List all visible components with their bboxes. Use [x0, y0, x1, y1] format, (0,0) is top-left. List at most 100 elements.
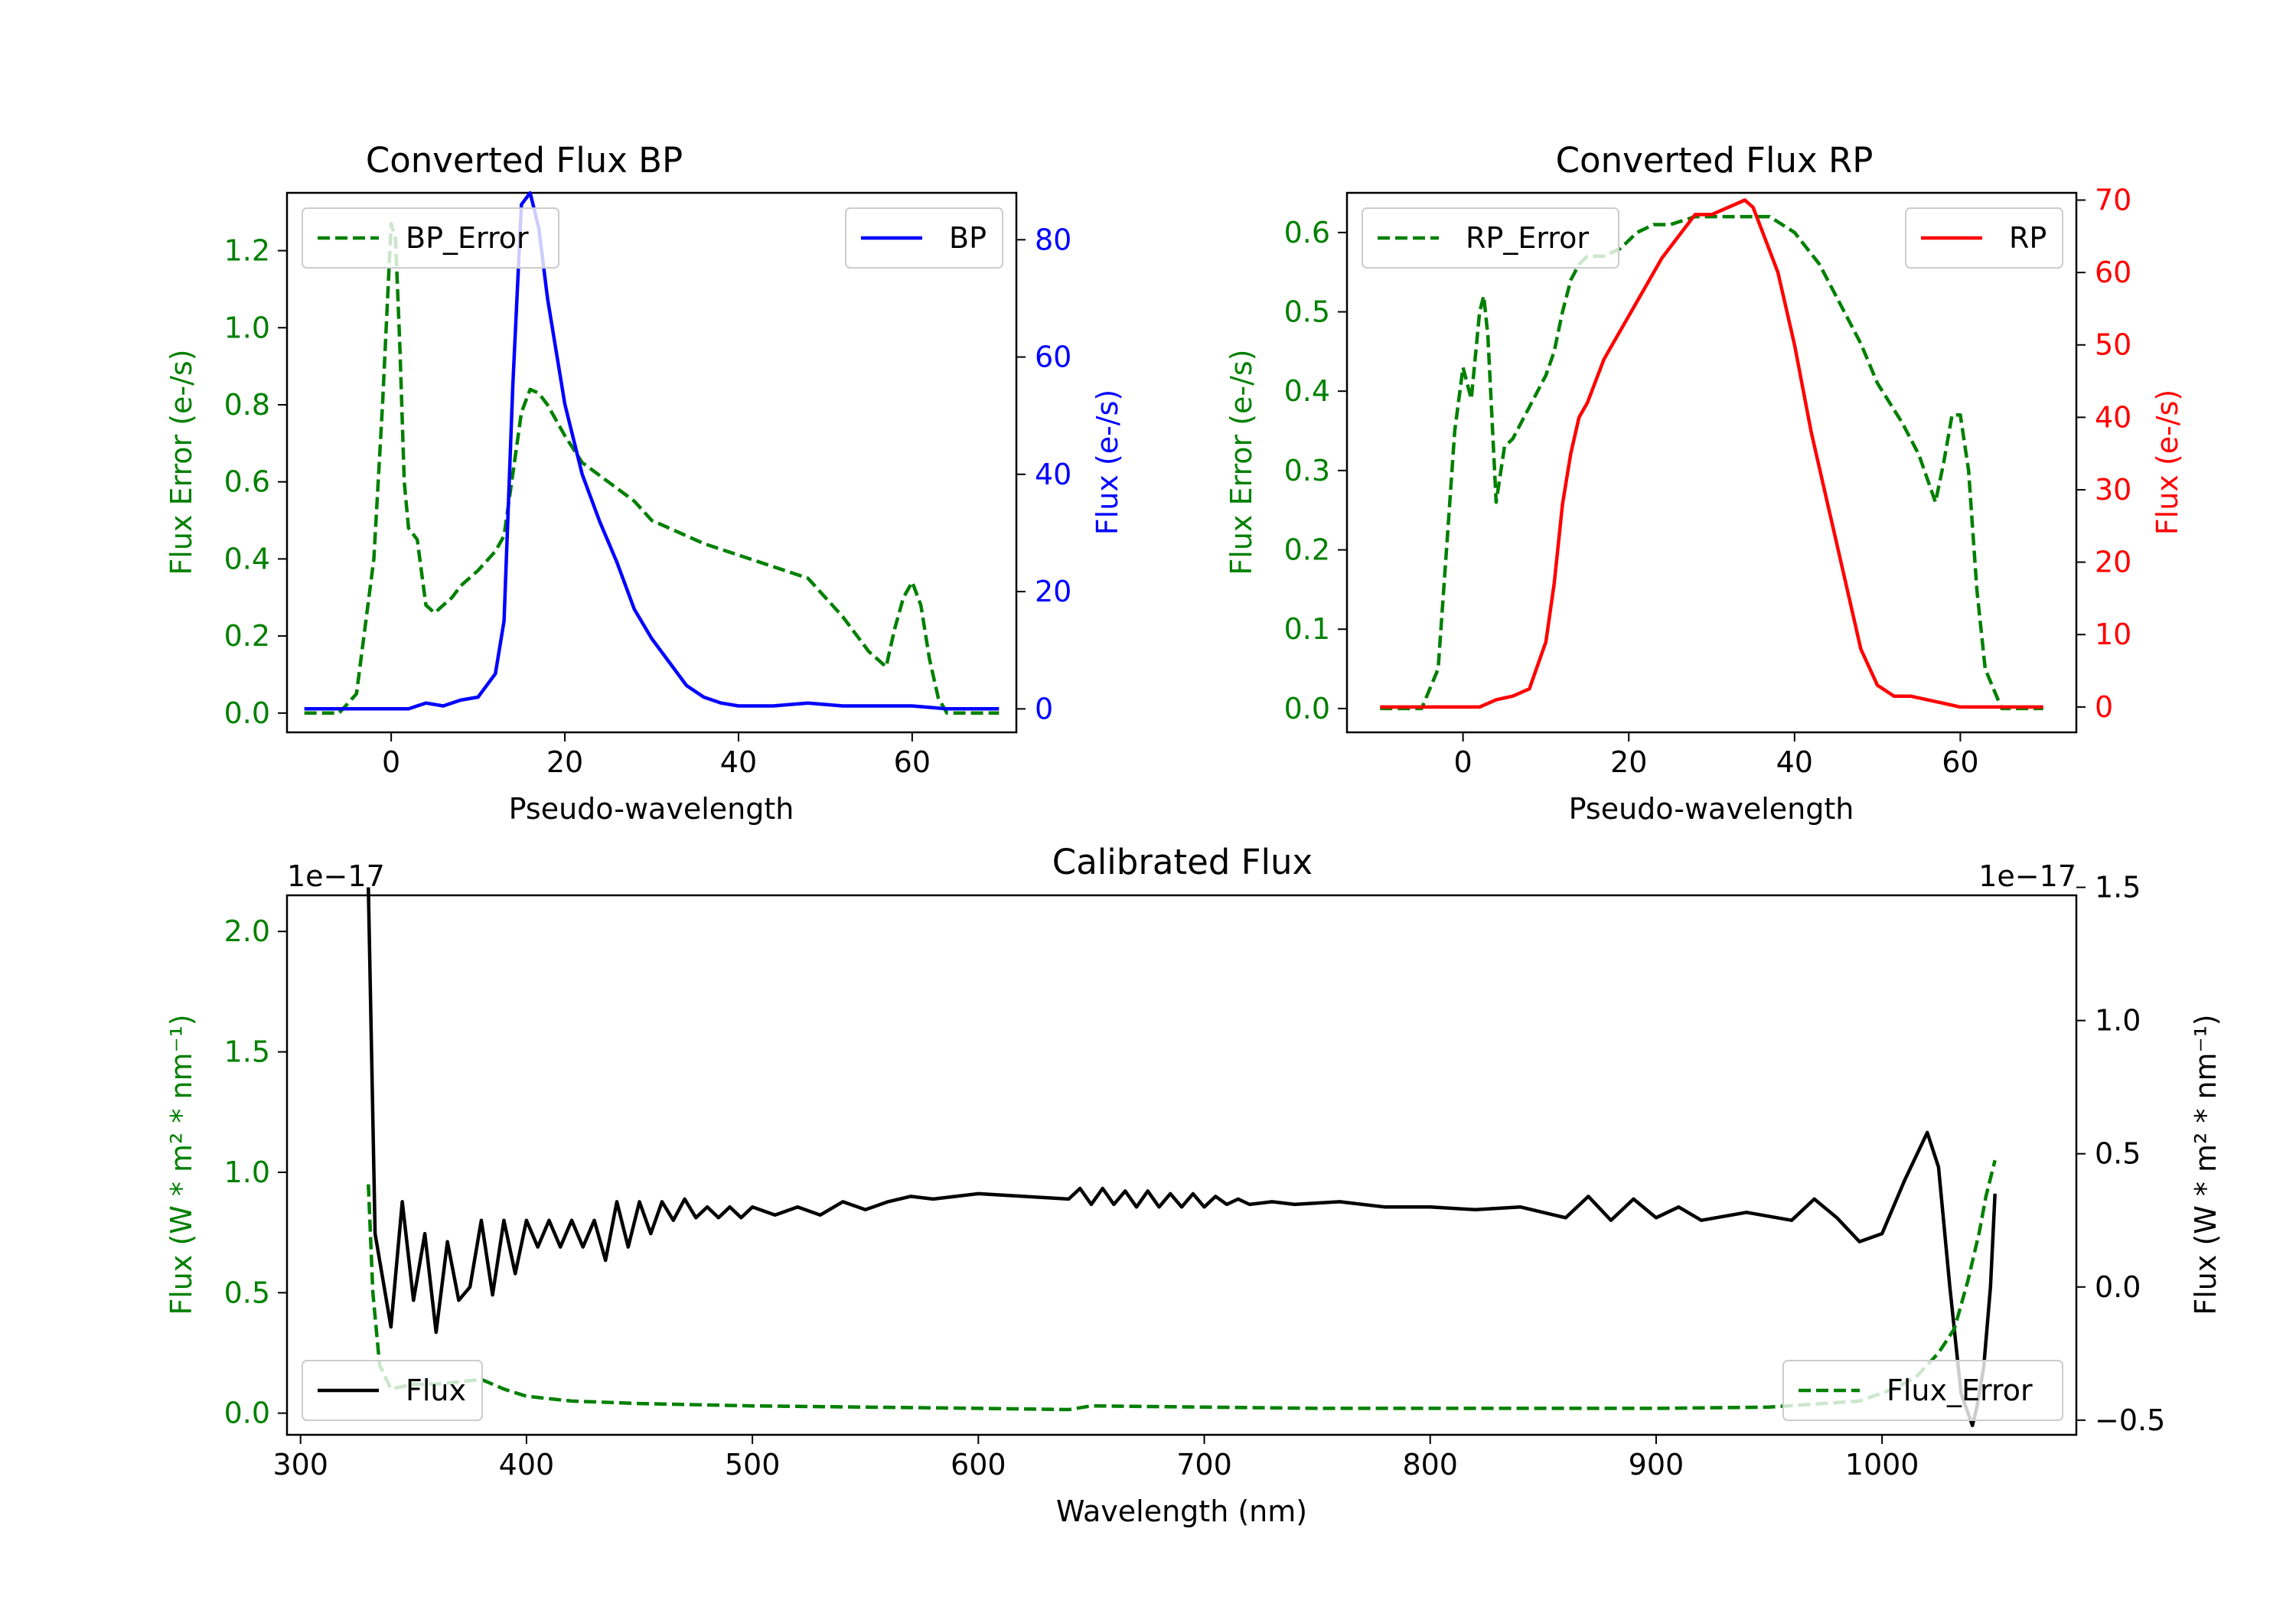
bp-left-tick-label-0: 0.0: [224, 696, 270, 730]
calibrated-plot-frame: [285, 894, 2078, 1436]
calibrated-right-tick-label-4: 1.5: [2095, 871, 2141, 905]
rp-right-tick-label-7: 70: [2095, 183, 2131, 217]
bp-legend-label: BP: [949, 221, 987, 255]
rp-series-rp-error-line: [1380, 214, 2043, 711]
bp-x-ticks: 0 20 40 60: [382, 732, 931, 779]
rp-x-label: Pseudo-wavelength: [1569, 792, 1854, 826]
calibrated-series-flux-line: [367, 887, 1997, 1428]
bp-right-tick-label-1: 20: [1035, 575, 1071, 608]
rp-left-tick-label-5: 0.5: [1284, 295, 1330, 329]
rp-series: [1380, 198, 2043, 711]
calibrated-series: [367, 887, 1997, 1428]
calibrated-x-label: Wavelength (nm): [1056, 1495, 1307, 1528]
bp-x-tick-label-1: 20: [546, 745, 583, 779]
rp-title: Converted Flux RP: [1556, 140, 1874, 181]
bp-title: Converted Flux BP: [366, 140, 683, 181]
rp-x-tick-label-2: 40: [1776, 745, 1813, 779]
rp-left-tick-label-6: 0.6: [1284, 216, 1330, 249]
rp-left-tick-label-3: 0.3: [1284, 454, 1330, 487]
rp-x-tick-label-3: 60: [1942, 745, 1978, 779]
rp-right-tick-label-0: 0: [2095, 690, 2113, 724]
bp-right-tick-label-3: 60: [1035, 341, 1071, 374]
calibrated-x-tick-label-7: 1000: [1845, 1448, 1919, 1482]
rp-x-tick-label-0: 0: [1454, 745, 1473, 779]
rp-left-tick-label-1: 0.1: [1284, 612, 1330, 646]
rp-right-tick-label-1: 10: [2095, 618, 2131, 651]
bp-left-ticks: 0.0 0.2 0.4 0.6 0.8 1.0 1.2: [224, 234, 287, 730]
calibrated-x-tick-label-0: 300: [272, 1448, 328, 1482]
bp-plot-frame: [285, 191, 1018, 734]
calibrated-right-tick-label-1: 0.0: [2095, 1270, 2141, 1304]
bp-error-legend-label: BP_Error: [406, 221, 529, 255]
bp-left-tick-label-6: 1.2: [224, 234, 270, 268]
bp-error-legend: BP_Error: [302, 207, 559, 269]
rp-panel: Converted Flux RP 0 20 40 60 0.00.10.20.30.…: [1225, 140, 2184, 826]
bp-left-tick-label-1: 0.2: [224, 619, 270, 653]
rp-left-axis-label: Flux Error (e-/s): [1225, 349, 1258, 575]
calibrated-x-tick-label-6: 900: [1629, 1448, 1684, 1482]
bp-right-axis-label: Flux (e-/s): [1091, 390, 1124, 535]
flux-error-legend: Flux_Error: [1782, 1360, 2063, 1421]
bp-x-tick-label-0: 0: [382, 745, 400, 779]
calibrated-panel: Calibrated Flux 300 400 500 600 700 800 900 100…: [165, 842, 2223, 1528]
rp-right-ticks: 0 10 20 30 40 50 60 70: [2076, 183, 2131, 724]
rp-right-tick-label-4: 40: [2095, 400, 2131, 434]
rp-error-legend-label: RP_Error: [1466, 221, 1589, 255]
calibrated-right-axis-label: Flux (W * m² * nm⁻¹): [2189, 1014, 2223, 1315]
calibrated-x-tick-label-4: 700: [1176, 1448, 1232, 1482]
calibrated-title: Calibrated Flux: [1052, 842, 1313, 882]
calibrated-left-tick-label-4: 2.0: [224, 914, 270, 948]
bp-series-bp-error-line: [304, 222, 1000, 715]
bp-right-tick-label-2: 40: [1035, 458, 1071, 491]
flux-legend: Flux: [302, 1360, 483, 1421]
rp-legend: RP: [1905, 207, 2063, 269]
calibrated-right-tick-label-3: 1.0: [2095, 1004, 2141, 1038]
bp-x-tick-label-3: 60: [894, 745, 931, 779]
bp-right-ticks: 0 20 40 60 80: [1016, 223, 1071, 725]
bp-series-bp-line: [304, 191, 1000, 711]
rp-plot-frame: [1345, 191, 2078, 734]
rp-right-tick-label-6: 60: [2095, 256, 2131, 289]
calibrated-right-tick-label-2: 0.5: [2095, 1137, 2141, 1171]
rp-left-ticks: 0.0 0.1 0.2 0.3 0.4 0.5 0.6: [1284, 216, 1347, 725]
calibrated-left-axis-label: Flux (W * m² * nm⁻¹): [165, 1014, 198, 1315]
rp-right-axis-label: Flux (e-/s): [2151, 390, 2184, 535]
calibrated-left-tick-label-0: 0.0: [224, 1397, 270, 1430]
flux-legend-label: Flux: [406, 1374, 466, 1407]
calibrated-x-tick-label-3: 600: [951, 1448, 1006, 1482]
bp-right-tick-label-0: 0: [1035, 692, 1053, 725]
bp-legend: BP: [845, 207, 1003, 269]
bp-left-axis-label: Flux Error (e-/s): [165, 349, 198, 575]
rp-x-ticks: 0 20 40 60: [1454, 732, 1979, 779]
rp-legend-label: RP: [2009, 221, 2047, 255]
calibrated-x-ticks: 300 400 500 600 700 800 900 1000: [272, 1435, 1919, 1482]
bp-left-tick-label-2: 0.4: [224, 542, 270, 575]
calibrated-right-ticks: −0.5 0.0 0.5 1.0 1.5: [2076, 871, 2165, 1437]
calibrated-series-flux-error-line: [367, 1159, 1997, 1412]
bp-series: [304, 191, 1000, 715]
rp-right-tick-label-3: 30: [2095, 473, 2131, 507]
calibrated-x-tick-label-5: 800: [1402, 1448, 1458, 1482]
calibrated-left-ticks: 0.0 0.5 1.0 1.5 2.0: [224, 914, 287, 1430]
calibrated-right-offset: 1e−17: [1978, 859, 2076, 893]
bp-left-tick-label-4: 0.8: [224, 388, 270, 422]
rp-left-tick-label-0: 0.0: [1284, 692, 1330, 725]
calibrated-left-offset: 1e−17: [287, 859, 385, 893]
rp-right-tick-label-2: 20: [2095, 546, 2131, 579]
flux-error-legend-label: Flux_Error: [1887, 1374, 2033, 1407]
calibrated-left-tick-label-3: 1.5: [224, 1035, 270, 1069]
calibrated-x-tick-label-1: 400: [499, 1448, 555, 1482]
bp-left-tick-label-3: 0.6: [224, 465, 270, 499]
rp-right-tick-label-5: 50: [2095, 328, 2131, 362]
calibrated-left-tick-label-1: 0.5: [224, 1276, 270, 1309]
calibrated-right-tick-label-0: −0.5: [2095, 1403, 2165, 1437]
bp-panel: Converted Flux BP 0 20 40 60 0.0 0.2 0.4 0.6 0.…: [165, 140, 1124, 826]
rp-series-rp-line: [1380, 198, 2043, 709]
rp-left-tick-label-4: 0.4: [1284, 374, 1330, 408]
calibrated-left-tick-label-2: 1.0: [224, 1156, 270, 1189]
rp-left-tick-label-2: 0.2: [1284, 533, 1330, 567]
bp-x-tick-label-2: 40: [720, 745, 757, 779]
rp-error-legend: RP_Error: [1362, 207, 1619, 269]
bp-right-tick-label-4: 80: [1035, 223, 1071, 256]
